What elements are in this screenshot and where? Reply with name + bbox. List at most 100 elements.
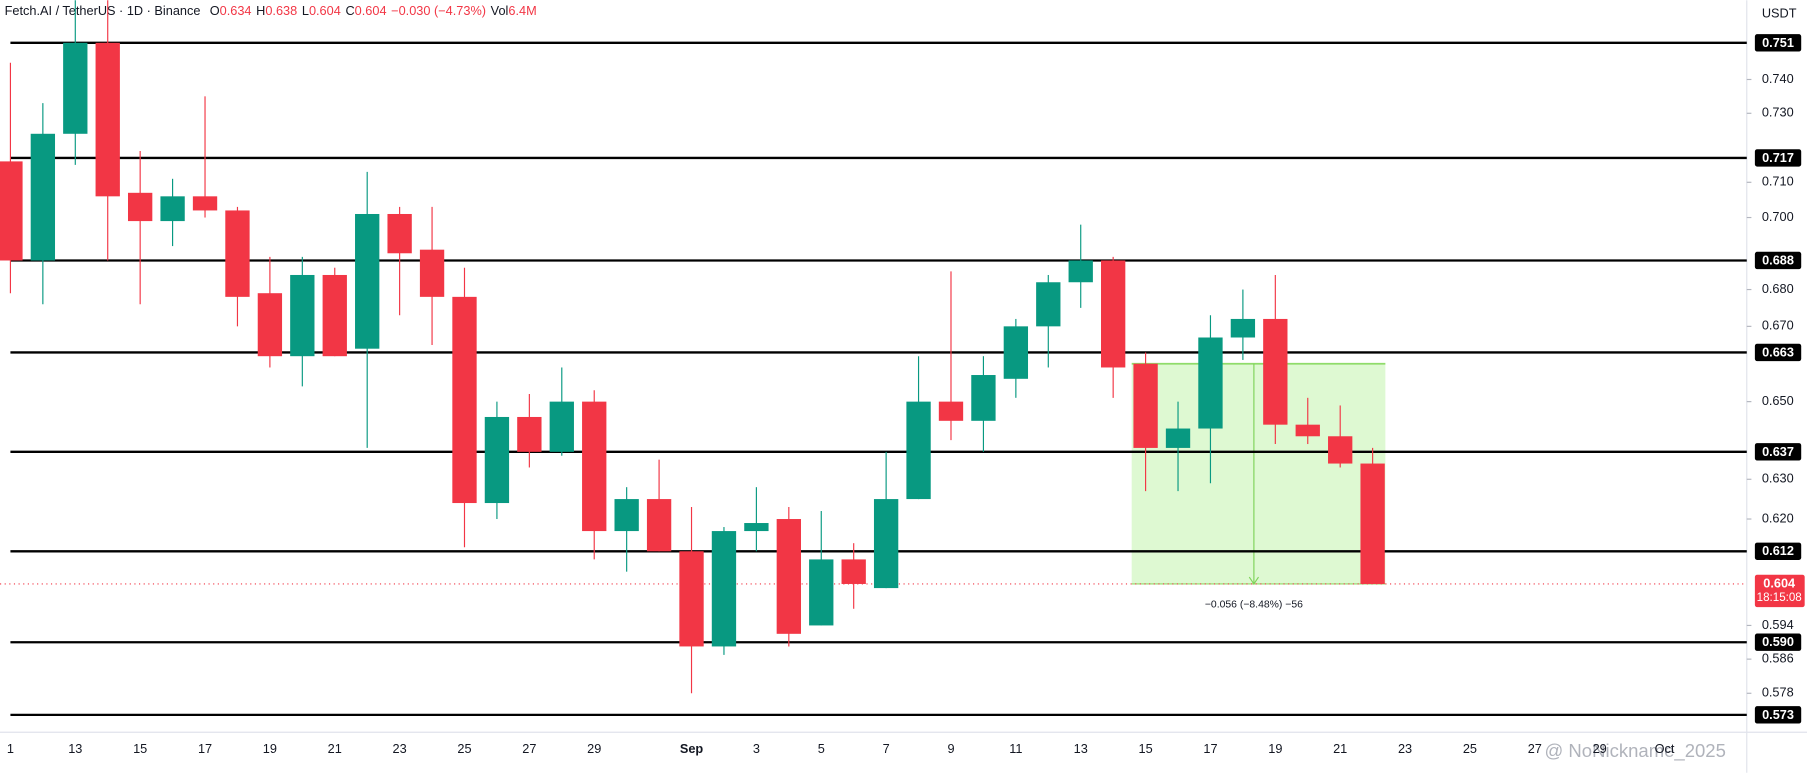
candle-body — [1328, 436, 1353, 464]
y-tick-label: 0.578 — [1762, 685, 1794, 700]
x-tick-label: 15 — [1139, 741, 1153, 756]
candle-body — [322, 274, 347, 357]
currency-label: USDT — [1762, 5, 1797, 20]
candle-body — [30, 133, 56, 261]
ohlc-letter: C — [345, 3, 354, 18]
candle-body — [225, 210, 250, 297]
last-price-label: 0.604 — [1763, 575, 1796, 590]
header-text: Fetch.AI / TetherUS · 1D · Binance O0.634… — [5, 3, 537, 18]
x-tick-label: 21 — [328, 741, 342, 756]
candle-body — [614, 499, 639, 532]
y-tick-label: 0.594 — [1762, 617, 1794, 632]
level-label: 0.612 — [1762, 543, 1794, 558]
candle-body — [971, 375, 996, 421]
level-label-box — [1754, 542, 1802, 560]
candle-body — [257, 293, 283, 357]
x-tick-label: 19 — [263, 741, 277, 756]
x-tick-label: 23 — [393, 741, 407, 756]
candle-body — [582, 401, 607, 532]
candle-body — [711, 531, 737, 647]
x-tick-label: 1 — [7, 741, 14, 756]
measure-box — [1131, 363, 1386, 584]
candle-body — [679, 551, 704, 647]
candle-body — [906, 401, 931, 500]
level-label: 0.751 — [1762, 35, 1794, 50]
candle-body — [809, 559, 834, 626]
candle-body — [1198, 337, 1223, 429]
y-tick-label: 0.700 — [1762, 209, 1794, 224]
candle-body — [160, 196, 185, 222]
x-tick-label: 11 — [1009, 741, 1022, 756]
ohlc-value: 0.604 — [309, 3, 341, 18]
y-tick-label: 0.710 — [1762, 174, 1794, 189]
y-tick-label: 0.586 — [1762, 650, 1794, 665]
header: Fetch.AI / TetherUS · 1D · Binance O0.634… — [5, 3, 537, 18]
x-tick-label: 27 — [522, 741, 536, 756]
countdown: 18:15:08 — [1757, 592, 1802, 604]
level-label: 0.590 — [1762, 634, 1794, 649]
x-tick-label: 19 — [1268, 741, 1282, 756]
candle-body — [1036, 282, 1061, 327]
y-tick-label: 0.670 — [1762, 318, 1794, 333]
candle-body — [776, 519, 801, 634]
x-tick-label: 13 — [1074, 741, 1088, 756]
candle-body — [452, 296, 477, 504]
x-tick-label: 29 — [1593, 741, 1607, 756]
symbol: Fetch.AI / TetherUS · 1D · Binance — [5, 3, 201, 18]
candle-body — [646, 499, 672, 552]
candle-body — [0, 161, 23, 261]
candle-body — [1295, 424, 1320, 437]
ohlc-value: 0.638 — [265, 3, 297, 18]
candle-body — [192, 196, 218, 211]
candle-body — [95, 42, 120, 197]
y-tick-label: 0.630 — [1762, 471, 1794, 486]
level-label-box — [1754, 34, 1802, 52]
x-tick-label: 3 — [753, 741, 760, 756]
level-label-box — [1754, 251, 1802, 270]
x-tick-label: 9 — [947, 741, 954, 756]
volume-letter: Vol — [491, 3, 509, 18]
candle-body — [873, 499, 899, 589]
x-tick-label: Oct — [1655, 741, 1675, 756]
level-label: 0.573 — [1762, 707, 1794, 722]
y-tick-label: 0.680 — [1762, 281, 1794, 296]
last-price-box — [1754, 574, 1805, 608]
change: −0.030 (−4.73%) — [391, 3, 486, 18]
level-label: 0.688 — [1762, 252, 1794, 267]
candle-body — [1230, 318, 1256, 338]
level-label: 0.717 — [1762, 150, 1794, 165]
x-tick-label: 21 — [1333, 741, 1347, 756]
candle-body — [1003, 326, 1029, 379]
x-tick-label: Sep — [680, 741, 704, 756]
candle-body — [1133, 363, 1158, 448]
candle-body — [841, 559, 866, 584]
x-tick-label: 13 — [68, 741, 82, 756]
candle-body — [290, 274, 315, 357]
candle-body — [1360, 463, 1385, 584]
x-tick-label: 27 — [1528, 741, 1542, 756]
candle-body — [355, 213, 380, 349]
candle-body — [938, 401, 964, 421]
y-tick-label: 0.650 — [1762, 393, 1794, 408]
x-tick-label: 17 — [198, 741, 212, 756]
level-label: 0.637 — [1762, 444, 1794, 459]
candle-body — [1068, 260, 1093, 283]
ohlc-letter: H — [256, 3, 265, 18]
candle-body — [517, 416, 542, 452]
level-label-box — [1754, 343, 1802, 362]
candle-body — [387, 213, 412, 254]
volume: 6.4M — [508, 3, 536, 18]
candle-body — [1100, 260, 1126, 368]
ohlc-letter: L — [302, 3, 309, 18]
y-tick-label: 0.730 — [1762, 105, 1794, 120]
x-tick-label: 5 — [818, 741, 825, 756]
x-tick-label: 29 — [587, 741, 601, 756]
y-tick-label: 0.620 — [1762, 510, 1794, 525]
measure-arrowhead — [1248, 576, 1260, 586]
candle-body — [63, 42, 88, 134]
y-tick-label: 0.740 — [1762, 71, 1794, 86]
ohlc-value: 0.604 — [355, 3, 387, 18]
level-label-box — [1754, 149, 1802, 167]
x-tick-label: 25 — [1463, 741, 1477, 756]
